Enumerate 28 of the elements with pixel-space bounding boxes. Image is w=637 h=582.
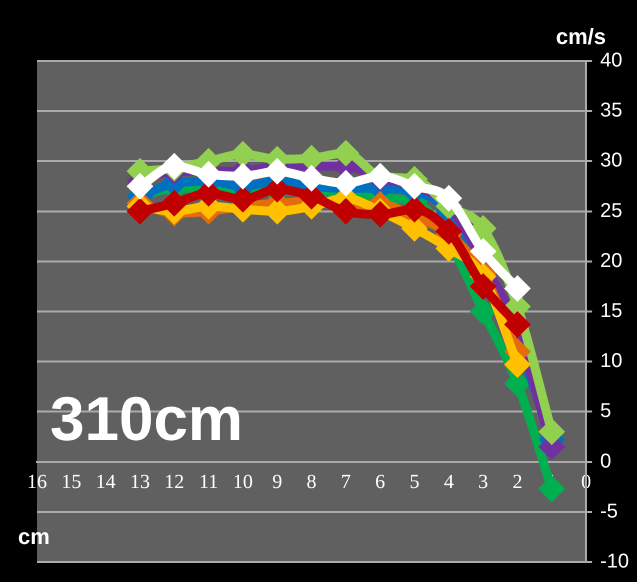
x-tick-label: 6 bbox=[375, 471, 386, 494]
x-tick-label: 15 bbox=[61, 471, 82, 494]
x-tick-label: 5 bbox=[410, 471, 420, 494]
x-tick-label: 4 bbox=[444, 471, 454, 494]
y-tick-label: 5 bbox=[600, 400, 612, 422]
y-tick-label: 10 bbox=[600, 350, 622, 372]
x-tick-label: 12 bbox=[164, 471, 184, 494]
y-tick-label: 25 bbox=[600, 200, 622, 222]
x-tick-label: 3 bbox=[478, 471, 488, 494]
x-tick-label: 11 bbox=[198, 471, 218, 494]
y-axis-title: cm/s bbox=[556, 24, 606, 50]
y-tick-label: 35 bbox=[600, 100, 622, 122]
y-tick-label: 0 bbox=[600, 450, 612, 472]
x-tick-label: 13 bbox=[130, 471, 150, 494]
x-tick-label: 2 bbox=[512, 471, 522, 494]
x-tick-label: 9 bbox=[272, 471, 282, 494]
y-tick-label: 40 bbox=[600, 50, 622, 72]
y-tick-label: 30 bbox=[600, 150, 622, 172]
annotation: 310cm bbox=[50, 385, 244, 454]
y-tick-label: 15 bbox=[600, 300, 622, 322]
x-tick-label: 7 bbox=[340, 471, 351, 494]
x-tick-label: 14 bbox=[96, 471, 116, 494]
y-tick-label: -5 bbox=[600, 500, 618, 522]
x-axis-title: cm bbox=[18, 524, 50, 550]
x-tick-label: 8 bbox=[306, 471, 317, 494]
x-tick-label: 10 bbox=[232, 471, 253, 494]
y-tick-label: -10 bbox=[600, 550, 629, 573]
y-tick-label: 20 bbox=[600, 250, 622, 272]
